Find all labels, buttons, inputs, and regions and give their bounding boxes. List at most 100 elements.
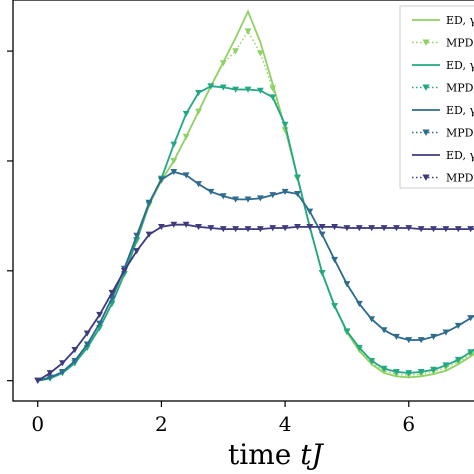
x-axis-label: time tJ [228,438,324,471]
series-4-marker [393,368,400,376]
series-6-marker [46,374,54,381]
series-6-marker [145,199,153,206]
legend: ED, γ MPDO ED, γ MPDO ED, γ MPDO ED, γ MPDO [399,5,474,189]
series-6-marker [71,358,79,365]
legend-items: ED, γ MPDO ED, γ MPDO ED, γ MPDO ED, γ MPDO [412,14,474,185]
series-8-marker [207,225,215,232]
legend-marker [422,84,430,91]
series-4-marker [219,84,227,91]
series-7-line [37,223,474,382]
series-6-marker [182,172,190,179]
legend-entry-4: MPDO [412,82,474,95]
series-2-marker [244,28,252,35]
legend-marker [422,39,430,46]
series-8-marker [46,370,54,377]
series-8-marker [306,223,314,231]
series-6-marker [219,193,227,200]
series-6-marker [83,341,91,348]
series-6-marker [281,188,289,195]
series-8-marker [108,289,116,297]
x-axis-ticks: 0 2 4 6 [31,401,415,436]
series-4-marker [380,365,388,372]
series-6-marker [133,232,141,239]
y-axis-ticks [7,50,13,382]
series-8-marker [71,347,79,354]
series-4-marker [355,344,363,351]
series-8-marker [417,226,425,233]
series-8-marker [219,226,227,233]
series-2-marker [182,133,190,141]
series-6-marker [380,327,388,334]
x-tick-label: 4 [279,412,292,436]
series-6 [34,169,474,384]
series-6-marker [467,315,474,322]
series-8-marker [83,330,91,337]
x-tick-label: 2 [155,412,168,436]
series-8-marker [430,226,437,233]
series-4-marker [368,358,376,365]
series-6-marker [417,337,425,344]
series-6-marker [207,188,215,195]
series-6-marker [454,322,462,329]
series-6-marker [393,333,400,340]
legend-label: ED, γ [446,14,474,27]
series-8-marker [269,225,277,232]
series-8-marker [244,226,252,233]
series-6-line [37,171,474,382]
series-8-marker [182,221,190,228]
series-8-marker [393,225,400,232]
series-8-marker [467,226,474,233]
series-6-marker [294,191,301,198]
series-4-marker [442,362,450,369]
series-6-marker [331,256,338,264]
legend-label: ED, γ [446,149,474,162]
series-8-marker [331,223,338,231]
series-4-marker [281,121,289,128]
series-6-marker [59,368,66,376]
series-8-marker [281,225,289,232]
series-8-marker [318,223,326,231]
series-4-marker [318,270,326,277]
series-2-marker [269,85,277,92]
series-6-marker [318,231,326,238]
legend-entry-7: ED, γ [412,149,474,162]
series-7 [37,223,474,382]
legend-marker [422,129,430,136]
plot-frame [12,0,474,402]
series-6-marker [170,169,178,176]
series-4-marker [343,328,351,335]
series-8-marker [145,231,153,238]
series-6-marker [96,320,103,327]
series-8-marker [133,248,141,255]
series-8-marker [256,226,264,233]
series-8-marker [120,267,128,275]
series-6-marker [430,333,437,340]
series-6-marker [158,176,165,183]
series-8-marker [442,226,450,233]
legend-entry-2: MPDO [412,37,474,50]
series-8-marker [96,311,103,318]
series-8-marker [343,225,351,232]
series-8-marker [405,225,413,232]
series-6-marker [195,181,202,188]
series-8-marker [380,225,388,232]
series-4-marker [195,89,202,97]
series-8-marker [454,226,462,233]
series-8-marker [59,360,66,367]
x-tick-label: 0 [31,412,44,436]
series-8 [34,221,474,384]
series-5 [37,170,474,382]
series-6-marker [343,281,351,288]
series-4-marker [454,356,462,364]
legend-label: ED, γ [446,59,474,72]
series-4-marker [269,94,277,101]
series-4-marker [331,303,338,310]
series-4-marker [207,83,215,90]
x-tick-label: 6 [402,412,415,436]
series-6-marker [269,192,277,199]
series-layer [34,9,474,384]
series-2-marker [256,50,264,57]
series-4-marker [256,87,264,94]
series-6-marker [306,208,314,215]
series-6-marker [232,196,240,203]
